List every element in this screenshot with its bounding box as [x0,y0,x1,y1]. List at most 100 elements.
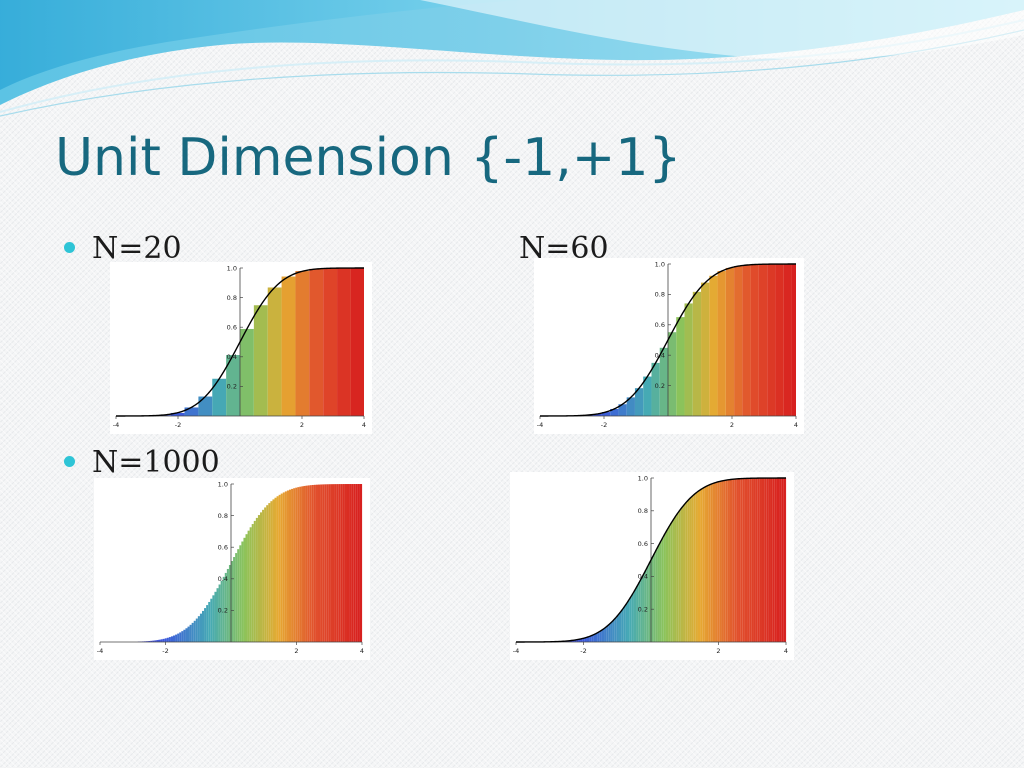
chart-n1000-with-curve-bar [715,482,718,642]
chart-n60: -4 -2 2 4 0.2 0.4 0.6 0.8 1.0 [534,258,804,434]
chart-n1000-histogram-bars [137,484,363,642]
chart-n20-bar [184,407,199,416]
chart-n1000-histogram-bar [286,490,289,642]
chart-n1000-with-curve-bars [554,478,787,642]
chart-n20-bar [253,305,268,416]
chart-n1000-with-curve-bar [576,639,579,642]
chart-n1000-histogram-y-tick-label: 0.4 [218,575,228,583]
chart-n1000-with-curve-bar [710,483,713,642]
slide-title: Unit Dimension {-1,+1} [55,128,682,188]
chart-n1000-with-curve-bar [655,549,658,642]
chart-n1000-with-curve-bar [693,493,696,642]
chart-n1000-with-curve-normal-cdf-curve [516,477,786,643]
chart-n20-bar [350,268,364,416]
chart-n1000-with-curve-bar [723,480,726,642]
chart-n1000-with-curve-bar [636,586,639,642]
chart-n1000-with-curve-y-tick-label: 0.6 [638,540,648,548]
chart-n20-y-tick-label: 0.8 [227,294,237,302]
chart-n1000-histogram-bar [224,572,227,642]
chart-n1000-histogram-bar [158,639,161,642]
chart-n60-bar [618,404,627,416]
chart-n20-x-tick-label: 4 [362,421,366,429]
chart-n1000-histogram-bar [160,639,163,642]
chart-n1000-with-curve-bar [586,636,590,642]
chart-n20-bar [226,355,240,416]
chart-n1000-histogram-bar [152,640,155,642]
chart-n1000-with-curve-bar [625,603,628,642]
chart-n1000-with-curve-bar [599,630,602,642]
chart-n1000-histogram-bar [330,484,333,642]
chart-n1000-histogram-bar [185,628,188,642]
chart-n1000-histogram-y-tick-label: 1.0 [218,480,228,488]
chart-n1000-with-curve-bar [672,519,675,642]
chart-n1000-with-curve-bar [764,478,767,642]
chart-n1000-histogram-bar [187,626,190,642]
chart-n1000-histogram-bar [216,588,219,642]
chart-n1000-histogram-bar [206,605,209,642]
chart-n1000-histogram-bar [197,616,200,642]
chart-n1000-with-curve-bar [610,622,613,642]
chart-n1000-with-curve-bar [621,609,624,642]
chart-n1000-with-curve-bar [665,530,669,642]
chart-n1000-histogram-bar [255,517,258,642]
chart-n1000-histogram-bar [274,497,277,642]
chart-n60-y-tick-label: 0.2 [655,382,665,390]
chart-n1000-with-curve-bar [584,637,587,642]
chart-n1000-with-curve-bar [774,478,777,642]
chart-n1000-with-curve-bar [631,593,634,642]
chart-n60-x-tick-label: 2 [730,421,734,429]
chart-n1000-histogram-bar [344,484,347,642]
chart-n1000-with-curve-bar [640,578,643,642]
chart-n1000-histogram-bar [264,507,267,642]
chart-n60-y-tick-label: 1.0 [655,260,665,268]
chart-n1000-with-curve-bar [569,640,573,642]
chart-n1000-histogram-bar [320,484,323,642]
chart-n1000-with-curve-bar [623,606,626,642]
chart-n1000-histogram-bar [305,485,308,642]
chart-n20-bar [295,271,310,416]
chart-n1000-with-curve-bar [708,484,711,642]
chart-n1000-histogram: -4 -2 2 4 0.2 0.4 0.6 0.8 1.0 [94,478,370,660]
chart-n1000-with-curve-bar [678,510,681,642]
chart-n1000-with-curve-x-tick-label: 2 [716,647,720,655]
chart-n1000-histogram-bar [235,553,238,642]
chart-n1000-histogram-bar [311,484,314,642]
chart-n1000-histogram-y-tick-label: 0.6 [218,544,228,552]
chart-n60-bar [717,271,726,416]
chart-n1000-histogram-bar [170,636,173,642]
chart-n60-bar [668,332,677,416]
chart-n1000-with-curve-bar [604,627,607,642]
chart-n1000-histogram-bar [231,561,234,642]
chart-n20-y-tick-label: 0.6 [227,324,237,332]
chart-n1000-histogram-bar [338,484,341,642]
chart-n20-bar [323,268,338,416]
chart-n1000-with-curve-bar [753,478,756,642]
chart-n1000-histogram-bar [334,484,337,642]
chart-n1000-histogram-bar [241,541,244,642]
chart-n1000-histogram-bar [299,486,302,642]
chart-n1000-with-curve-bar [659,541,662,642]
chart-n1000-with-curve-bar [685,502,688,642]
chart-n60-bar [701,282,710,416]
chart-n1000-with-curve-bar [734,479,737,642]
chart-n1000-histogram-bar [253,520,256,642]
chart-n1000-histogram-svg: -4 -2 2 4 0.2 0.4 0.6 0.8 1.0 [97,480,364,655]
chart-n1000-histogram-bar [164,638,167,642]
chart-n1000-with-curve-bar [747,478,750,642]
chart-n1000-with-curve-bar [627,600,630,642]
chart-n1000-histogram-bar [173,635,176,642]
chart-n1000-histogram-x-tick-label: -4 [97,647,103,655]
chart-n1000-with-curve-bar [742,478,745,642]
chart-n1000-with-curve-bar [572,640,575,642]
chart-n1000-with-curve-bar [616,615,619,642]
bullet-dot [64,242,75,253]
chart-n1000-histogram-bar [183,629,186,642]
chart-n1000-histogram-x-tick-label: 4 [360,647,364,655]
chart-n1000-with-curve-bar [717,481,720,642]
label-n1000: N=1000 [92,445,220,480]
chart-n1000-histogram-bar [317,484,321,642]
chart-n1000-with-curve-bar [725,480,728,642]
chart-n1000-with-curve-bar [757,478,760,642]
chart-n1000-histogram-bar [245,534,248,642]
chart-n1000-with-curve-bar [591,635,594,642]
